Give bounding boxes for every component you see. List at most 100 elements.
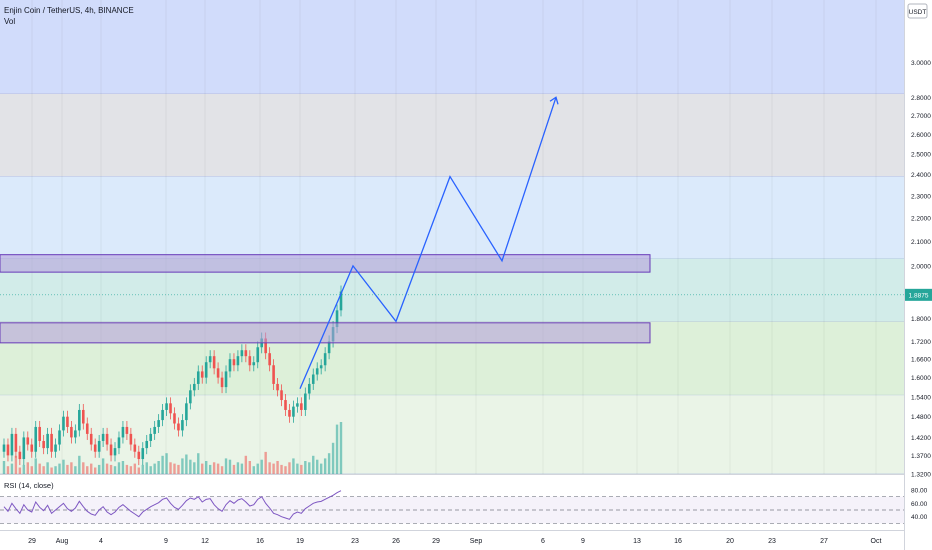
candle-body-28 (113, 448, 117, 456)
volume-bar-12 (50, 467, 53, 474)
y-tick-label-9: 2.0000 (911, 263, 931, 270)
candle-body-12 (50, 433, 53, 452)
volume-bar-79 (316, 459, 319, 474)
volume-bar-32 (129, 466, 133, 474)
zone-band-5 (0, 395, 904, 474)
volume-bar-60 (240, 463, 244, 474)
volume-bar-17 (70, 462, 73, 474)
volume-bar-19 (78, 455, 81, 474)
candle-body-29 (117, 437, 121, 449)
y-tick-label-2: 2.7000 (911, 113, 931, 120)
candle-body-25 (101, 433, 105, 441)
chart-title: Enjin Coin / TetherUS, 4h, BINANCE (4, 6, 134, 15)
zone-band-1 (0, 93, 904, 177)
projection-path (299, 97, 557, 389)
volume-bar-77 (308, 462, 311, 474)
x-tick-label-14: 16 (674, 538, 682, 545)
volume-bar-15 (62, 459, 65, 474)
candle-body-43 (173, 413, 176, 424)
y-tick-label-18: 1.3200 (911, 472, 931, 479)
projection-arrowhead (549, 96, 559, 105)
candle-body-79 (315, 368, 319, 375)
y-tick-label-15: 1.4800 (911, 414, 931, 421)
y-tick-label-6: 2.3000 (911, 193, 931, 200)
volume-bar-39 (157, 461, 160, 474)
volume-bar-28 (113, 466, 117, 474)
candle-body-18 (74, 430, 77, 438)
volume-bar-49 (197, 453, 200, 474)
zone-band-0 (0, 0, 904, 94)
x-tick-label-2: 4 (99, 538, 103, 545)
volume-bar-51 (205, 461, 208, 474)
price-axis (904, 0, 932, 550)
candle-body-67 (268, 353, 271, 366)
volume-bar-59 (236, 462, 240, 474)
candle-body-73 (292, 406, 295, 417)
zone-band-2 (0, 176, 904, 259)
x-tick-label-18: Oct (871, 538, 882, 545)
candle-body-66 (264, 338, 267, 354)
x-tick-label-17: 27 (820, 538, 828, 545)
candle-body-52 (208, 356, 212, 363)
candle-body-37 (149, 433, 152, 441)
volume-bar-72 (288, 462, 291, 474)
rsi-line (3, 490, 342, 520)
volume-bar-40 (161, 455, 164, 474)
current-price-value: 1.8875 (909, 292, 929, 299)
volume-bar-70 (280, 464, 283, 474)
volume-bar-10 (42, 466, 45, 474)
volume-bar-24 (97, 464, 101, 474)
volume-bar-5 (22, 464, 26, 474)
volume-bar-37 (149, 466, 152, 474)
volume-bar-71 (284, 466, 287, 474)
candle-body-3 (14, 433, 18, 452)
volume-bar-26 (105, 463, 109, 474)
volume-bar-64 (256, 463, 259, 474)
time-axis (0, 530, 932, 550)
candle-body-23 (93, 444, 97, 452)
volume-bar-4 (18, 467, 22, 474)
y-tick-label-12: 1.6600 (911, 357, 931, 364)
volume-bar-25 (101, 458, 105, 474)
resistance-box-0 (0, 254, 651, 273)
volume-bar-30 (121, 461, 125, 474)
candle-body-35 (141, 448, 145, 460)
candle-body-8 (34, 426, 38, 452)
volume-bar-1 (6, 466, 10, 474)
y-tick-label-13: 1.6000 (911, 375, 931, 382)
volume-bar-20 (82, 462, 85, 474)
x-tick-label-13: 13 (633, 538, 641, 545)
volume-bar-61 (244, 455, 248, 474)
x-tick-label-9: 29 (432, 538, 440, 545)
candle-body-34 (137, 451, 141, 460)
volume-bar-81 (323, 458, 327, 474)
candle-body-49 (196, 371, 200, 384)
candle-body-10 (42, 440, 45, 449)
x-tick-label-7: 23 (351, 538, 359, 545)
candle-body-64 (256, 347, 260, 363)
candle-body-56 (224, 371, 228, 388)
candle-body-7 (30, 444, 34, 452)
candle-body-30 (121, 426, 125, 438)
x-tick-label-15: 20 (726, 538, 734, 545)
x-tick-label-0: 29 (28, 538, 36, 545)
candle-body-11 (46, 433, 49, 449)
candle-body-58 (232, 359, 236, 366)
y-tick-label-4: 2.5000 (911, 152, 931, 159)
candle-body-62 (248, 356, 252, 366)
volume-bar-11 (46, 462, 49, 474)
candle-body-4 (18, 451, 22, 460)
volume-bar-7 (30, 466, 33, 474)
x-tick-label-5: 16 (256, 538, 264, 545)
y-tick-label-11: 1.7200 (911, 339, 931, 346)
x-tick-label-8: 26 (392, 538, 400, 545)
candle-body-70 (280, 390, 283, 401)
candle-body-31 (125, 426, 129, 434)
candle-body-48 (193, 383, 196, 391)
x-tick-label-4: 12 (201, 538, 209, 545)
y-tick-label-17: 1.3700 (911, 453, 931, 460)
volume-bar-36 (145, 462, 148, 474)
volume-bar-50 (201, 463, 204, 474)
x-tick-label-12: 9 (581, 538, 585, 545)
